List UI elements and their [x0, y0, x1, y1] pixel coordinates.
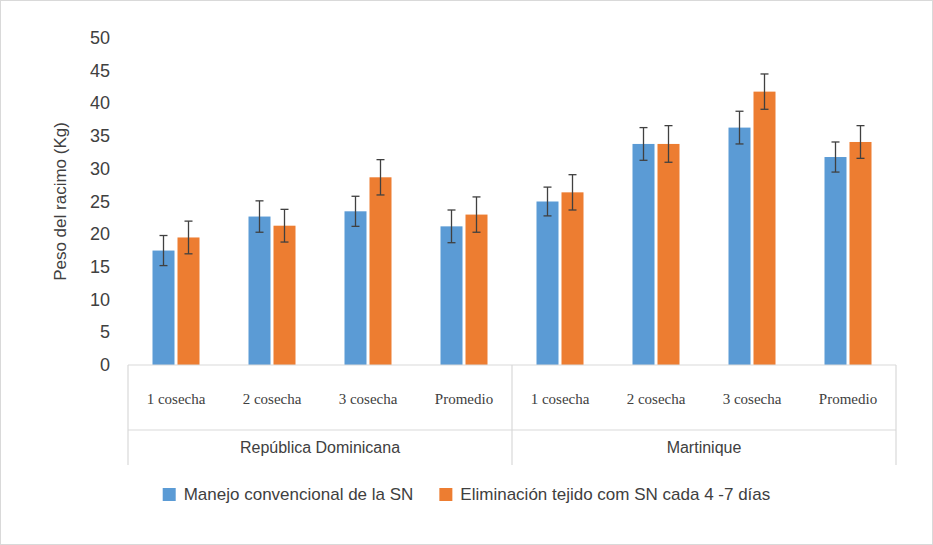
- x-tick-label: 2 cosecha: [627, 391, 686, 407]
- legend-swatch: [163, 488, 176, 501]
- error-bar: [736, 111, 744, 144]
- chart-frame: [1, 1, 933, 545]
- y-tick: [124, 38, 128, 39]
- bar: [345, 211, 367, 365]
- y-tick-label: 10: [90, 290, 110, 310]
- y-tick: [124, 266, 128, 267]
- y-tick-label: 35: [90, 126, 110, 146]
- y-tick: [124, 332, 128, 333]
- error-bar: [185, 221, 193, 254]
- bar: [754, 92, 776, 365]
- error-bar: [377, 160, 385, 195]
- y-tick-label: 25: [90, 192, 110, 212]
- y-tick-label: 15: [90, 257, 110, 277]
- group-separator: [127, 365, 128, 465]
- error-bar: [448, 210, 456, 243]
- x-tick-label: Promedio: [819, 391, 877, 407]
- y-tick-label: 0: [100, 355, 110, 375]
- y-tick-label: 30: [90, 159, 110, 179]
- bar: [825, 157, 847, 365]
- y-tick: [124, 103, 128, 104]
- y-axis-label: Peso del racimo (Kg): [51, 122, 70, 281]
- y-tick-label: 20: [90, 224, 110, 244]
- error-bar: [832, 142, 840, 172]
- bar: [178, 237, 200, 365]
- group-label: República Dominicana: [240, 439, 400, 456]
- bar: [274, 226, 296, 365]
- error-bar: [352, 196, 360, 226]
- bar: [850, 142, 872, 365]
- legend-label: Manejo convencional de la SN: [184, 485, 414, 504]
- y-tick: [124, 201, 128, 202]
- x-tick-label: Promedio: [435, 391, 493, 407]
- error-bar: [281, 209, 289, 242]
- legend-label: Eliminación tejido com SN cada 4 -7 días: [460, 485, 770, 504]
- error-bar: [857, 126, 865, 159]
- group-separator: [895, 365, 896, 465]
- legend-swatch: [439, 488, 452, 501]
- chart: 0 5 10 15 20 25 30 35 40 45 50 Peso del racimo (Kg)…: [0, 0, 933, 545]
- bar: [633, 144, 655, 365]
- y-tick: [124, 299, 128, 300]
- y-tick-label: 50: [90, 28, 110, 48]
- y-tick-label: 45: [90, 61, 110, 81]
- x-tick-label: 1 cosecha: [531, 391, 590, 407]
- x-tick-label: 1 cosecha: [147, 391, 206, 407]
- error-bar: [640, 128, 648, 161]
- y-tick: [124, 136, 128, 137]
- bars: [153, 92, 872, 365]
- y-tick: [124, 234, 128, 235]
- legend: Manejo convencional de la SN Eliminación …: [163, 485, 771, 504]
- x-tick-label: 2 cosecha: [243, 391, 302, 407]
- error-bar: [665, 126, 673, 163]
- bar: [562, 192, 584, 365]
- group-label: Martinique: [667, 439, 742, 456]
- bar: [537, 202, 559, 366]
- bar: [249, 217, 271, 365]
- bar: [370, 177, 392, 365]
- error-bar: [544, 187, 552, 216]
- bar: [153, 251, 175, 365]
- y-tick: [124, 70, 128, 71]
- error-bar: [569, 175, 577, 210]
- error-bar: [761, 74, 769, 109]
- bar: [466, 215, 488, 365]
- error-bar: [473, 197, 481, 232]
- y-tick-label: 5: [100, 322, 110, 342]
- bar: [729, 128, 751, 365]
- y-tick: [124, 168, 128, 169]
- error-bars: [160, 74, 865, 266]
- x-tick-label: 3 cosecha: [723, 391, 782, 407]
- bar: [658, 144, 680, 365]
- x-tick-label: 3 cosecha: [339, 391, 398, 407]
- group-separator: [511, 365, 512, 465]
- bar: [441, 226, 463, 365]
- error-bar: [160, 236, 168, 266]
- y-tick-label: 40: [90, 93, 110, 113]
- error-bar: [256, 201, 264, 232]
